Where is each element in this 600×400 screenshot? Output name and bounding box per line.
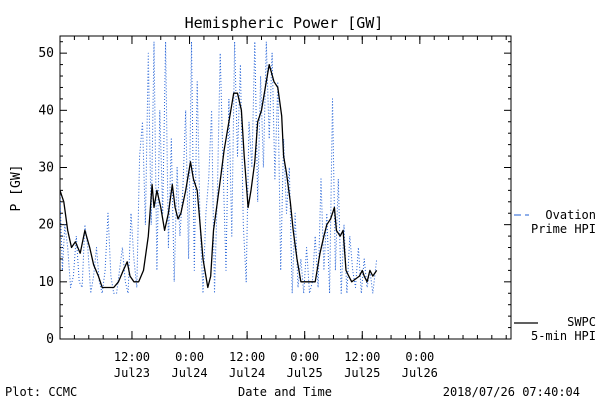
legend-label-1-1: 5-min HPI: [531, 329, 596, 343]
y-tick-label-30: 30: [38, 160, 54, 175]
plot-credit: Plot: CCMC: [5, 385, 77, 399]
y-tick-label-50: 50: [38, 46, 54, 61]
x-tick-date-5: Jul26: [402, 366, 438, 380]
x-tick-time-1: 0:00: [175, 350, 204, 364]
x-axis-label: Date and Time: [238, 385, 332, 399]
y-tick-label-10: 10: [38, 275, 54, 290]
x-tick-time-2: 12:00: [229, 350, 265, 364]
x-tick-date-1: Jul24: [171, 366, 207, 380]
x-tick-time-0: 12:00: [114, 350, 150, 364]
y-tick-label-40: 40: [38, 103, 54, 118]
x-tick-time-3: 0:00: [290, 350, 319, 364]
x-tick-date-2: Jul24: [229, 366, 265, 380]
y-axis-label: P [GW]: [9, 165, 24, 212]
x-tick-date-3: Jul25: [287, 366, 323, 380]
y-tick-label-0: 0: [46, 332, 54, 347]
series-line-0: [60, 63, 378, 289]
plot-timestamp: 2018/07/26 07:40:04: [443, 385, 580, 399]
x-tick-time-5: 0:00: [405, 350, 434, 364]
legend-label-0-0: Ovation: [545, 208, 596, 222]
legend-label-1-0: SWPC: [567, 315, 596, 329]
series-line-1: [60, 41, 378, 294]
x-tick-time-4: 12:00: [344, 350, 380, 364]
plot-frame: [59, 35, 512, 340]
x-tick-date-4: Jul25: [344, 366, 380, 380]
chart-title: Hemispheric Power [GW]: [185, 14, 384, 32]
y-tick-label-20: 20: [38, 218, 54, 233]
x-tick-date-0: Jul23: [114, 366, 150, 380]
legend-label-0-1: Prime HPI: [531, 222, 596, 236]
plot-area: 0 10 20 30 40 50 12:00 Jul23 0:00 Jul24 12:00 Jul24…: [38, 35, 512, 380]
